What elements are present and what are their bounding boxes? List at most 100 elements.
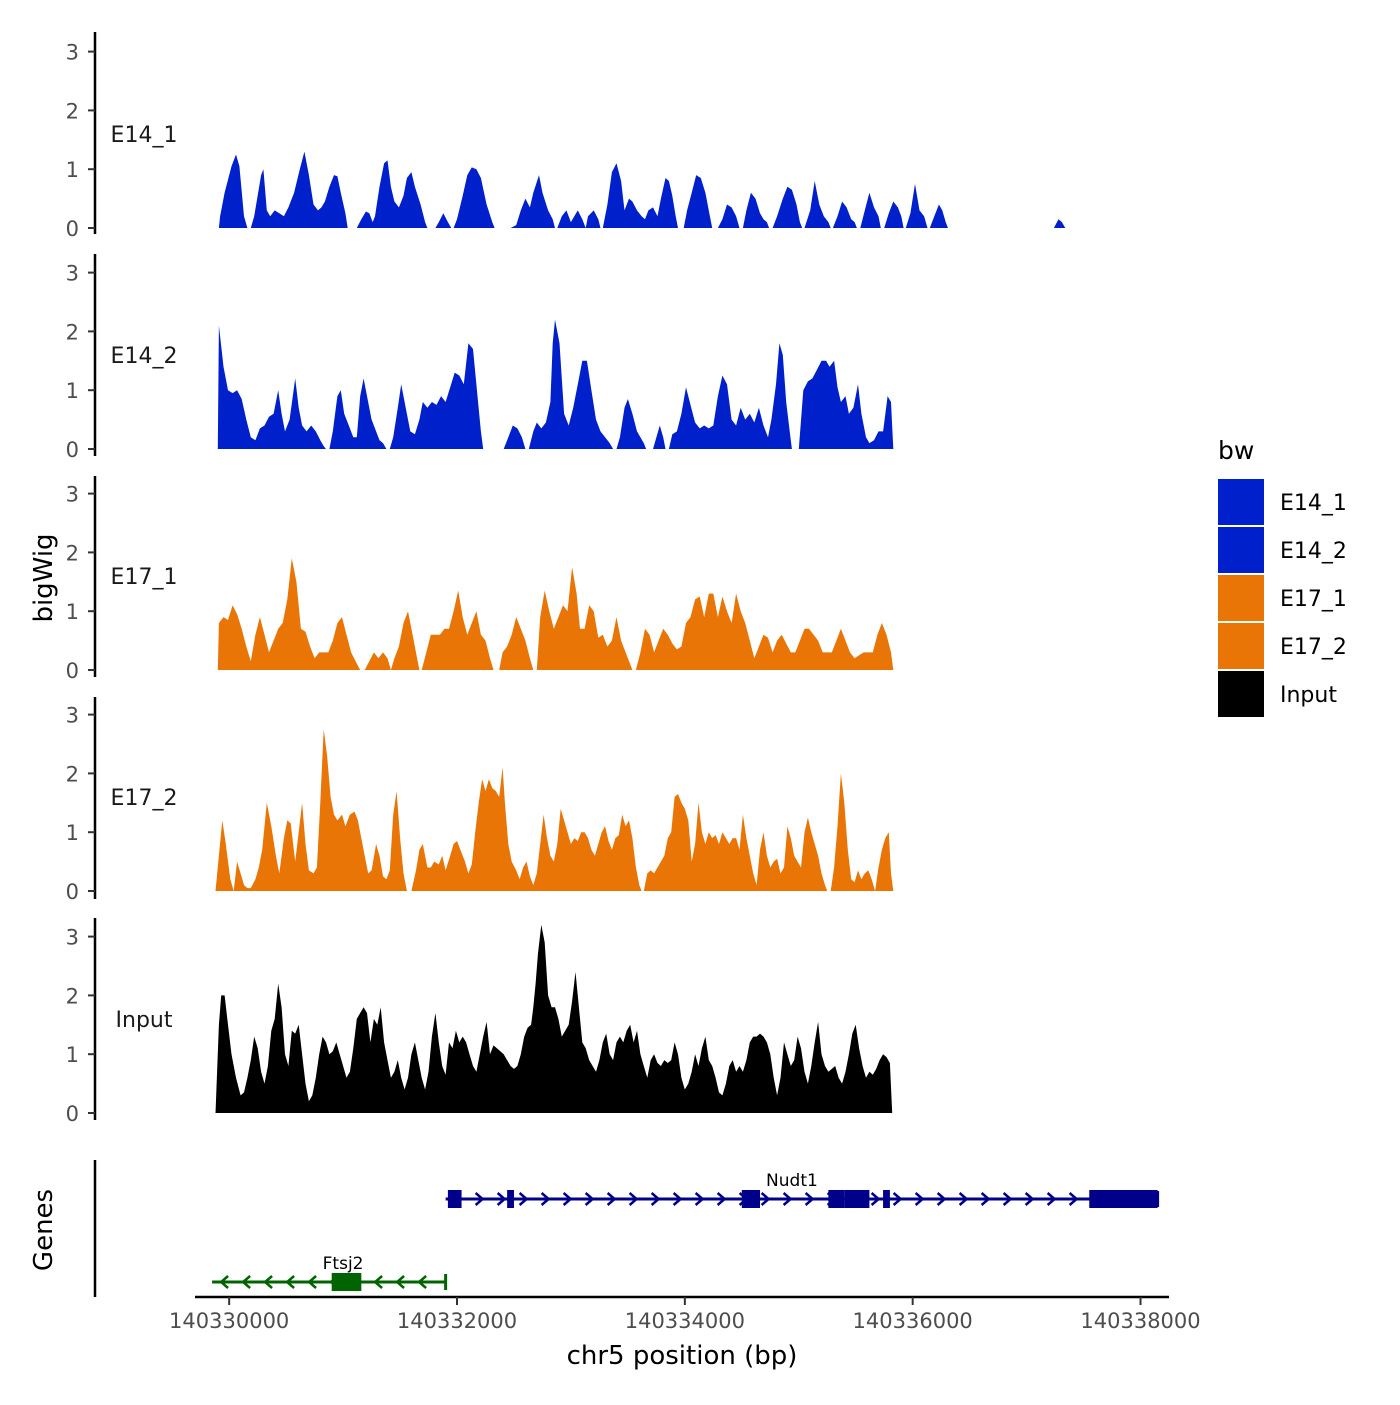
legend-label: Input [1280, 683, 1337, 708]
legend-title: bw [1218, 436, 1254, 465]
y-tick-label: 3 [66, 926, 79, 950]
strand-arrow [628, 1192, 639, 1206]
signal-area [616, 399, 647, 449]
exon [844, 1190, 870, 1208]
legend-swatch [1218, 575, 1264, 621]
strand-arrow [417, 1275, 427, 1289]
y-tick-label: 2 [66, 99, 79, 123]
signal-area [884, 201, 904, 228]
y-tick-label: 0 [66, 880, 79, 904]
strand-arrow [958, 1192, 969, 1206]
strand-arrow [395, 1275, 405, 1289]
legend-item-E14_1: E14_1 [1218, 479, 1347, 525]
track-E17_1: 0 1 2 3 E17_1 [66, 476, 894, 683]
signal-area [499, 617, 534, 670]
y-tick-label: 1 [66, 158, 79, 182]
strand-arrow [650, 1192, 661, 1206]
x-tick-label: 140338000 [1080, 1309, 1200, 1333]
x-tick-label: 140336000 [853, 1309, 973, 1333]
signal-area [389, 343, 484, 449]
signal-area [217, 325, 326, 449]
signal-area [832, 201, 857, 228]
legend-swatch [1218, 671, 1264, 717]
signal-area [798, 360, 894, 449]
strand-arrow [1002, 1192, 1013, 1206]
legend-item-E17_1: E17_1 [1218, 575, 1347, 621]
signal-area [215, 729, 407, 891]
signal-area [635, 593, 894, 670]
y-tick-label: 3 [66, 262, 79, 286]
track-Input: 0 1 2 3 Input [66, 918, 893, 1126]
strand-arrow [285, 1275, 295, 1289]
signal-area [1053, 219, 1066, 228]
strand-arrow [1024, 1192, 1035, 1206]
signal-area [421, 590, 494, 670]
y-tick-label: 3 [66, 41, 79, 65]
strand-arrow [672, 1192, 683, 1206]
signal-area [683, 175, 713, 228]
y-tick-label: 1 [66, 379, 79, 403]
gene-Ftsj2: Ftsj2 [212, 1254, 448, 1291]
x-tick-label: 140334000 [625, 1309, 745, 1333]
signal-area [905, 183, 928, 228]
x-axis-title: chr5 position (bp) [567, 1341, 798, 1371]
exon [741, 1190, 761, 1208]
exon [447, 1190, 462, 1208]
signal-area [742, 192, 770, 228]
strand-arrow [694, 1192, 705, 1206]
exon [331, 1273, 362, 1291]
signal-area [717, 204, 740, 228]
genes-layer: Nudt1 Ftsj2 [93, 1160, 1160, 1297]
track-E14_1: 0 1 2 3 E14_1 [66, 32, 1066, 241]
signal-area [602, 163, 678, 228]
x-tick-label: 140330000 [169, 1309, 289, 1333]
y-tick-label: 0 [66, 438, 79, 462]
gene-label: Ftsj2 [323, 1254, 364, 1274]
legend-label: E17_2 [1280, 635, 1347, 660]
signal-area [215, 924, 893, 1113]
exon [1089, 1190, 1158, 1208]
track-E14_2: 0 1 2 3 E14_2 [66, 254, 894, 462]
track-label: Input [116, 1008, 173, 1033]
signal-area [356, 160, 428, 228]
track-label: E17_1 [111, 565, 178, 590]
legend-label: E14_1 [1280, 491, 1347, 516]
strand-arrow [1068, 1192, 1079, 1206]
signal-area [435, 167, 495, 228]
signal-area [668, 343, 792, 449]
y-tick-label: 2 [66, 984, 79, 1008]
strand-arrow [1046, 1192, 1057, 1206]
strand-arrow [219, 1275, 229, 1289]
y-tick-label: 3 [66, 704, 79, 728]
signal-area [528, 319, 614, 449]
signal-area [217, 558, 361, 670]
signal-area [364, 611, 420, 670]
gene-label: Nudt1 [766, 1171, 818, 1191]
strand-arrow [914, 1192, 925, 1206]
strand-arrow [870, 1192, 881, 1206]
strand-arrow [518, 1192, 529, 1206]
signal-area [804, 181, 831, 228]
strand-arrow [936, 1192, 947, 1206]
signal-area [557, 210, 601, 228]
strand-arrow [760, 1192, 771, 1206]
y-tick-label: 1 [66, 1043, 79, 1067]
signal-area [510, 175, 555, 228]
strand-arrow [804, 1192, 815, 1206]
exon [507, 1190, 514, 1208]
y-tick-label: 2 [66, 541, 79, 565]
tracks-layer: 0 1 2 3 E14_1 0 1 2 3 E14_2 0 1 2 3 E17_1 0 1 2 3 E17_2 0 1 2 3… [66, 32, 1066, 1126]
y-tick-label: 2 [66, 762, 79, 786]
track-label: E14_1 [111, 123, 178, 148]
x-tick-label: 140332000 [397, 1309, 517, 1333]
x-axis: 140330000 140332000 140334000 140336000 1403… [169, 1295, 1201, 1333]
legend: E14_1 E14_2 E17_1 E17_2 Input [1218, 479, 1347, 717]
genes-axis-title: Genes [29, 1189, 59, 1271]
strand-arrow [540, 1192, 551, 1206]
y-axis-title: bigWig [29, 533, 59, 622]
signal-area [643, 794, 828, 891]
y-tick-label: 0 [66, 217, 79, 241]
strand-arrow [373, 1275, 383, 1289]
signal-area [218, 151, 348, 228]
